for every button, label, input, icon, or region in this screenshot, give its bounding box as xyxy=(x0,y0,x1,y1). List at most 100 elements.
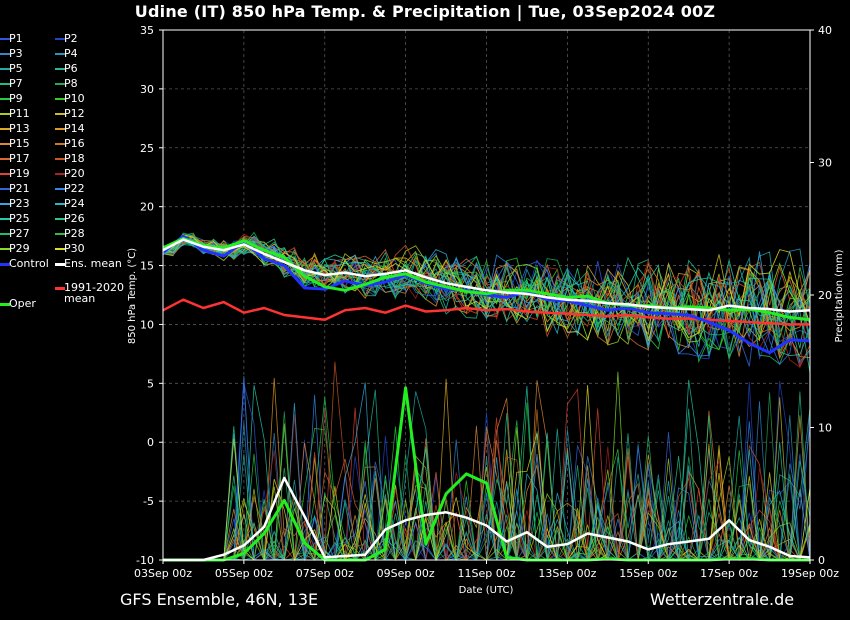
y-tick-label-right: 20 xyxy=(818,289,832,302)
legend-label: P4 xyxy=(64,47,78,60)
legend-label: P23 xyxy=(9,197,30,210)
legend-swatch xyxy=(0,173,10,175)
y-tick-label-right: 0 xyxy=(818,554,825,567)
member-temp-line xyxy=(162,235,811,357)
x-axis-label: Date (UTC) xyxy=(459,585,514,596)
legend-label: P19 xyxy=(9,167,30,180)
legend-label: P16 xyxy=(64,137,85,150)
legend-swatch xyxy=(55,203,65,205)
legend-label: P5 xyxy=(9,62,23,75)
x-tick-label: 13Sep 00z xyxy=(538,567,596,580)
legend-swatch xyxy=(0,83,10,85)
member-temp-line xyxy=(162,234,811,342)
legend-label: 1991-2020 xyxy=(64,281,124,294)
legend-label: Ens. mean xyxy=(64,257,122,270)
legend-label: P30 xyxy=(64,242,85,255)
legend-label: P26 xyxy=(64,212,85,225)
y-tick-label-left: 35 xyxy=(140,24,154,37)
legend-swatch xyxy=(55,263,65,266)
legend-label: P29 xyxy=(9,242,30,255)
legend-label: Oper xyxy=(9,297,36,310)
legend-label: P1 xyxy=(9,32,23,45)
legend-label: P17 xyxy=(9,152,30,165)
y-tick-label-left: 5 xyxy=(147,377,154,390)
legend-swatch xyxy=(0,233,10,235)
legend-swatch xyxy=(0,158,10,160)
oper-line xyxy=(162,237,811,322)
y-tick-label-left: -5 xyxy=(143,495,154,508)
main-series-layer xyxy=(162,234,811,562)
legend-label: P13 xyxy=(9,122,30,135)
legend-swatch xyxy=(55,287,65,290)
legend-swatch xyxy=(55,83,65,85)
legend-label-line2: mean xyxy=(64,292,96,305)
x-tick-label: 15Sep 00z xyxy=(619,567,677,580)
ens-mean-precip-line xyxy=(163,476,811,562)
legend-swatch xyxy=(0,218,10,220)
legend-label: P2 xyxy=(64,32,78,45)
y-tick-label-left: -10 xyxy=(136,554,154,567)
member-temp-line xyxy=(162,237,811,346)
legend-swatch xyxy=(55,53,65,55)
legend-label: P22 xyxy=(64,182,85,195)
legend-swatch xyxy=(55,233,65,235)
legend-label: P7 xyxy=(9,77,23,90)
legend-swatch xyxy=(0,38,10,40)
legend-swatch xyxy=(55,143,65,145)
legend-swatch xyxy=(55,218,65,220)
legend-label: P21 xyxy=(9,182,30,195)
footer-source: Wetterzentrale.de xyxy=(650,590,795,609)
legend-label: Control xyxy=(9,257,49,270)
legend-swatch xyxy=(55,38,65,40)
legend-label: P15 xyxy=(9,137,30,150)
legend-swatch xyxy=(55,173,65,175)
legend-label: P14 xyxy=(64,122,85,135)
y-tick-label-left: 30 xyxy=(140,83,154,96)
legend-swatch xyxy=(0,68,10,70)
legend-swatch xyxy=(55,248,65,250)
y-tick-label-left: 15 xyxy=(140,260,154,273)
x-tick-label: 09Sep 00z xyxy=(377,567,435,580)
x-tick-label: 03Sep 00z xyxy=(134,567,192,580)
legend-label: P11 xyxy=(9,107,30,120)
footer-model-info: GFS Ensemble, 46N, 13E xyxy=(120,590,319,609)
y-axis-label-right: Precipitation (mm) xyxy=(834,249,845,342)
x-tick-label: 05Sep 00z xyxy=(215,567,273,580)
legend-label: P20 xyxy=(64,167,85,180)
legend-label: P28 xyxy=(64,227,85,240)
legend-label: P24 xyxy=(64,197,85,210)
member-temp-line xyxy=(162,233,811,367)
legend-swatch xyxy=(55,68,65,70)
y-tick-label-left: 20 xyxy=(140,201,154,214)
legend-swatch xyxy=(0,263,10,266)
legend-swatch xyxy=(55,128,65,130)
chart-title: Udine (IT) 850 hPa Temp. & Precipitation… xyxy=(134,2,716,21)
y-tick-label-left: 10 xyxy=(140,318,154,331)
x-tick-label: 17Sep 00z xyxy=(700,567,758,580)
legend-swatch xyxy=(0,143,10,145)
legend-swatch xyxy=(0,98,10,100)
x-tick-label: 07Sep 00z xyxy=(296,567,354,580)
legend-swatch xyxy=(55,98,65,100)
axes-layer: -10 -5 0 5 10 15 20 25 30 35 0 10 20 30 40 03Sep 00z 05S… xyxy=(134,24,839,580)
member-temp-line xyxy=(162,238,811,349)
legend-label: P10 xyxy=(64,92,85,105)
legend-swatch xyxy=(55,113,65,115)
legend-label: P25 xyxy=(9,212,30,225)
legend-swatch xyxy=(55,158,65,160)
y-tick-label-right: 10 xyxy=(818,422,832,435)
legend-swatch xyxy=(0,248,10,250)
legend-swatch xyxy=(0,203,10,205)
legend-label: P6 xyxy=(64,62,78,75)
legend-swatch xyxy=(0,113,10,115)
legend-swatch xyxy=(0,303,10,306)
legend-label: P9 xyxy=(9,92,23,105)
legend-label: P3 xyxy=(9,47,23,60)
legend-swatch xyxy=(0,188,10,190)
y-tick-label-right: 30 xyxy=(818,157,832,170)
x-tick-label: 11Sep 00z xyxy=(458,567,516,580)
y-tick-label-left: 25 xyxy=(140,142,154,155)
legend-label: P8 xyxy=(64,77,78,90)
member-precip-line xyxy=(163,420,810,562)
legend-label: P12 xyxy=(64,107,85,120)
